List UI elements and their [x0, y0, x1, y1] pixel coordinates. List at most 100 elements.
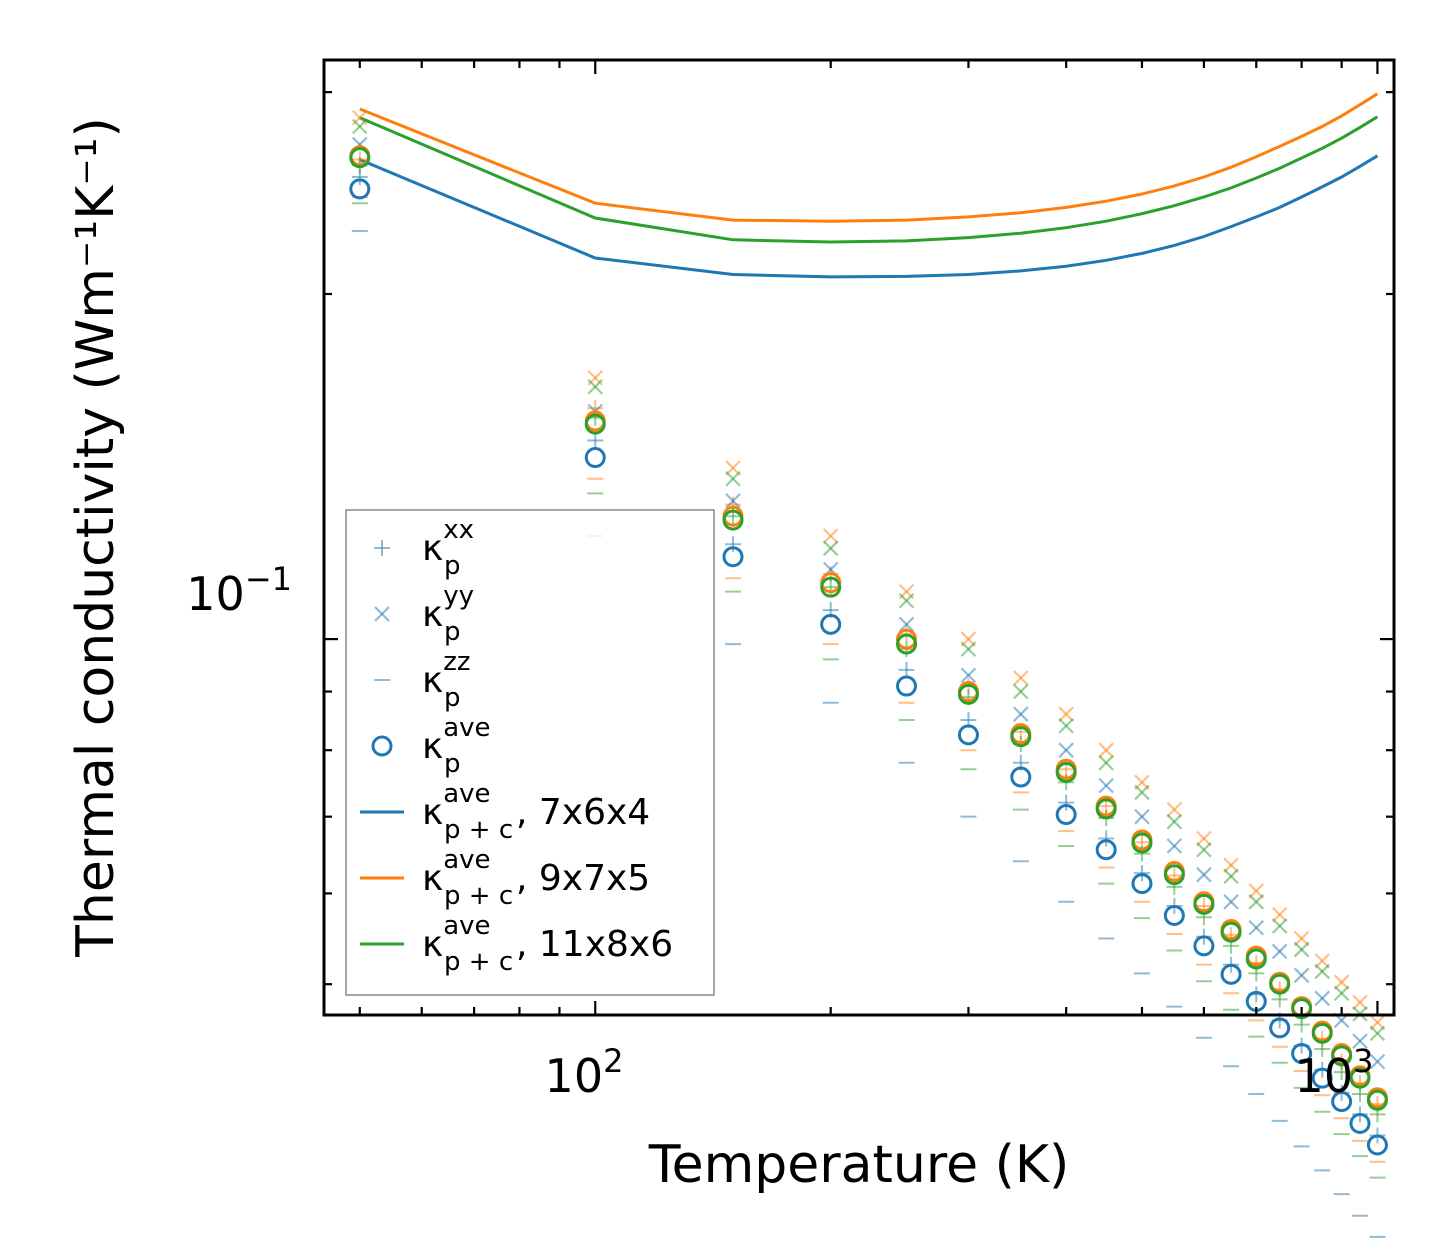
- point-kave_7x6x4-50: [349, 178, 371, 200]
- point-kave_7x6x4-900: [1331, 1091, 1353, 1113]
- point-kave_7x6x4-100: [584, 447, 606, 469]
- point-kyy_9x7x5-650: [1223, 857, 1239, 873]
- point-kyy_11x8x6-900: [1333, 985, 1350, 1002]
- point-kave_11x8x6-1000: [1366, 1089, 1388, 1111]
- plot-frame: [322, 58, 1396, 1017]
- point-kave_11x8x6-900: [1331, 1045, 1353, 1067]
- plot-area: [349, 92, 1388, 1238]
- point-kyy_9x7x5-750: [1271, 906, 1288, 923]
- point-kyy_7x6x4-400: [1058, 742, 1074, 758]
- point-kyy_11x8x6-300: [960, 641, 977, 657]
- point-kave_7x6x4-200: [820, 613, 842, 635]
- line-kpc_11x8x6: [359, 115, 1379, 244]
- point-kyy_7x6x4-1000: [1369, 1053, 1386, 1070]
- point-kyy_9x7x5-600: [1196, 830, 1212, 847]
- point-kyy_11x8x6-800: [1293, 941, 1310, 958]
- y-tick-label-0.1: 10−1: [186, 560, 292, 621]
- point-kave_7x6x4-450: [1095, 839, 1117, 861]
- point-kave_7x6x4-1000: [1366, 1134, 1388, 1156]
- line-kpc_7x6x4: [359, 154, 1379, 279]
- point-kyy_11x8x6-400: [1058, 718, 1074, 734]
- point-kave_11x8x6-250: [896, 633, 918, 655]
- point-kyy_11x8x6-750: [1271, 918, 1288, 934]
- point-kave_11x8x6-300: [957, 683, 979, 705]
- legend-entry-1-label: κxx p: [422, 515, 474, 581]
- legend-entry-2-marker: [374, 606, 390, 622]
- point-kave_7x6x4-250: [896, 675, 918, 697]
- legend-entry-7-label: κave p + c, 11x8x6: [422, 911, 673, 977]
- point-kave_11x8x6-750: [1269, 973, 1291, 995]
- point-kyy_7x6x4-950: [1352, 1033, 1368, 1049]
- point-kave_7x6x4-800: [1291, 1043, 1313, 1065]
- point-kyy_11x8x6-250: [898, 593, 915, 609]
- point-kave_11x8x6-800: [1291, 998, 1313, 1020]
- legend-entry-2-label: κyy p: [422, 581, 474, 647]
- point-kyy_11x8x6-350: [1013, 683, 1029, 700]
- point-kave_11x8x6-50: [349, 147, 371, 169]
- point-kyy_9x7x5-400: [1058, 706, 1074, 722]
- line-kpc_9x7x5: [359, 92, 1379, 223]
- point-kyy_7x6x4-750: [1271, 943, 1288, 960]
- legend-box: [345, 509, 715, 996]
- point-kyy_11x8x6-100: [587, 378, 604, 395]
- point-kyy_7x6x4-700: [1248, 919, 1265, 936]
- point-kxx_11x8x6-800: [1293, 1016, 1310, 1033]
- point-kxx_11x8x6-900: [1333, 1064, 1350, 1081]
- point-kyy_9x7x5-350: [1013, 670, 1029, 686]
- point-kyy_7x6x4-550: [1166, 838, 1183, 854]
- point-kyy_7x6x4-500: [1134, 808, 1150, 825]
- legend-entry-5-label: κave p + c, 7x6x4: [422, 779, 650, 845]
- point-kyy_7x6x4-800: [1293, 967, 1310, 984]
- point-kyy_9x7x5-900: [1333, 974, 1350, 990]
- point-kave_11x8x6-650: [1220, 921, 1242, 943]
- point-kyy_9x7x5-550: [1166, 801, 1183, 818]
- point-kave_11x8x6-150: [722, 509, 744, 531]
- point-kyy_7x6x4-250: [898, 616, 915, 633]
- point-kave_7x6x4-750: [1269, 1017, 1291, 1039]
- point-kave_7x6x4-550: [1163, 904, 1185, 926]
- legend-entry-4-label: κave p: [422, 713, 491, 779]
- point-kave_11x8x6-950: [1349, 1067, 1371, 1089]
- point-kave_11x8x6-700: [1245, 948, 1267, 970]
- point-kave_11x8x6-600: [1193, 893, 1215, 915]
- point-kyy_9x7x5-950: [1352, 994, 1368, 1011]
- point-kave_7x6x4-850: [1311, 1067, 1333, 1089]
- point-kyy_11x8x6-600: [1196, 841, 1212, 858]
- point-kyy_11x8x6-500: [1134, 784, 1150, 801]
- point-kave_7x6x4-500: [1131, 873, 1153, 895]
- point-kave_7x6x4-400: [1055, 804, 1077, 826]
- point-kxx_7x6x4-150: [724, 536, 741, 553]
- point-kyy_11x8x6-650: [1223, 868, 1239, 885]
- point-kyy_7x6x4-300: [960, 667, 977, 684]
- point-kave_7x6x4-650: [1220, 963, 1242, 985]
- y-axis-label: Thermal conductivity (Wm⁻¹K⁻¹): [66, 117, 126, 958]
- point-kyy_7x6x4-150: [725, 493, 741, 509]
- point-kyy_11x8x6-450: [1098, 755, 1114, 771]
- point-kave_11x8x6-100: [584, 413, 606, 435]
- point-kyy_9x7x5-450: [1098, 742, 1114, 758]
- x-axis-label: Temperature (K): [648, 1135, 1070, 1195]
- point-kave_11x8x6-350: [1010, 726, 1032, 748]
- point-kave_11x8x6-200: [820, 576, 842, 598]
- legend-entry-3-label: κzz p: [422, 647, 471, 713]
- point-kyy_7x6x4-850: [1314, 990, 1330, 1007]
- point-kave_7x6x4-950: [1349, 1112, 1371, 1134]
- point-kave_11x8x6-850: [1311, 1022, 1333, 1044]
- point-kyy_11x8x6-150: [725, 470, 741, 487]
- x-tick-label-100: 102: [545, 1042, 624, 1103]
- point-kyy_11x8x6-1000: [1369, 1025, 1386, 1042]
- point-kave_7x6x4-150: [722, 546, 744, 568]
- point-kyy_9x7x5-800: [1293, 930, 1310, 947]
- legend-entry-6-label: κave p + c, 9x7x5: [422, 845, 650, 911]
- point-kyy_7x6x4-650: [1223, 894, 1239, 910]
- point-kxx_7x6x4-450: [1098, 830, 1115, 847]
- point-kyy_7x6x4-600: [1196, 866, 1212, 883]
- point-kyy_11x8x6-550: [1166, 813, 1183, 830]
- legend-entry-1-marker: [374, 540, 390, 556]
- point-kave_11x8x6-550: [1163, 864, 1185, 886]
- point-kave_11x8x6-400: [1055, 761, 1077, 783]
- point-kyy_9x7x5-200: [822, 528, 839, 544]
- point-kave_11x8x6-450: [1095, 798, 1117, 820]
- point-kxx_7x6x4-100: [587, 432, 604, 449]
